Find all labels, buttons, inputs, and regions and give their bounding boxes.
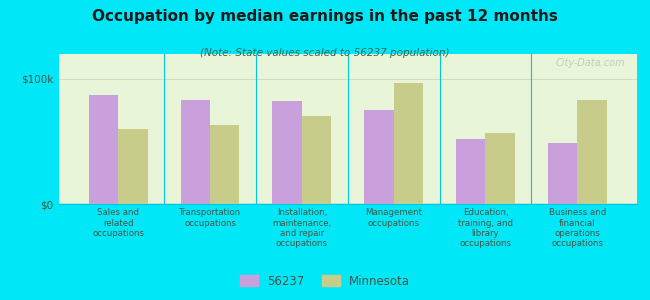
- Bar: [456, 139, 486, 204]
- Text: City-Data.com: City-Data.com: [556, 58, 625, 68]
- Bar: [486, 133, 515, 204]
- Bar: [577, 100, 606, 204]
- Bar: [181, 100, 210, 204]
- Text: Occupation by median earnings in the past 12 months: Occupation by median earnings in the pas…: [92, 9, 558, 24]
- Bar: [548, 143, 577, 204]
- Bar: [394, 83, 423, 204]
- Legend: 56237, Minnesota: 56237, Minnesota: [237, 271, 413, 291]
- Bar: [364, 110, 394, 204]
- Bar: [272, 101, 302, 204]
- Bar: [118, 129, 148, 204]
- Bar: [210, 125, 239, 204]
- Bar: [89, 95, 118, 204]
- Bar: [302, 116, 332, 204]
- Text: (Note: State values scaled to 56237 population): (Note: State values scaled to 56237 popu…: [200, 48, 450, 58]
